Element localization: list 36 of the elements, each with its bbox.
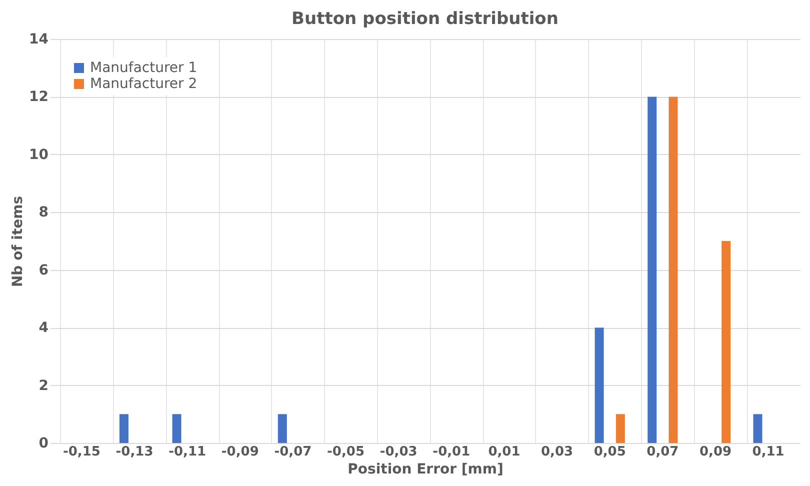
bar	[119, 414, 128, 443]
chart-title: Button position distribution	[292, 9, 558, 29]
bar	[172, 414, 182, 443]
x-tick-label: -0,15	[62, 444, 100, 460]
x-tick-label: -0,03	[380, 444, 418, 460]
legend-label: Manufacturer 2	[90, 76, 198, 92]
y-tick-label: 6	[38, 262, 48, 278]
y-axis-title: Nb of items	[10, 196, 26, 288]
x-tick-label: -0,13	[116, 444, 154, 460]
x-tick-label: 0,03	[541, 444, 574, 460]
x-tick-label: 0,09	[699, 444, 732, 460]
bar	[594, 328, 604, 443]
x-tick-label: -0,11	[168, 444, 206, 460]
legend-label: Manufacturer 1	[90, 60, 198, 76]
x-tick-label: -0,07	[274, 444, 312, 460]
bar	[722, 241, 731, 443]
x-tick-label: -0,05	[327, 444, 365, 460]
x-tick-label: 0,07	[646, 444, 679, 460]
x-tick-label: 0,01	[488, 444, 520, 460]
y-tick-label: 8	[38, 204, 48, 221]
bar	[278, 414, 287, 443]
bar	[753, 414, 762, 443]
y-tick-label: 10	[29, 146, 49, 163]
y-tick-label: 2	[38, 378, 48, 394]
y-tick-label: 12	[29, 89, 48, 106]
y-tick-label: 14	[29, 32, 49, 48]
x-tick-label: 0,05	[594, 444, 626, 460]
bar	[668, 96, 678, 443]
x-axis-title: Position Error [mm]	[348, 462, 504, 478]
y-tick-label: 4	[38, 320, 49, 336]
y-tick-label: 0	[38, 436, 49, 452]
bar	[648, 96, 657, 443]
x-tick-label: -0,09	[221, 444, 259, 460]
bar	[616, 414, 625, 443]
x-tick-label: 0,11	[752, 444, 784, 460]
x-tick-label: -0,01	[432, 444, 470, 460]
